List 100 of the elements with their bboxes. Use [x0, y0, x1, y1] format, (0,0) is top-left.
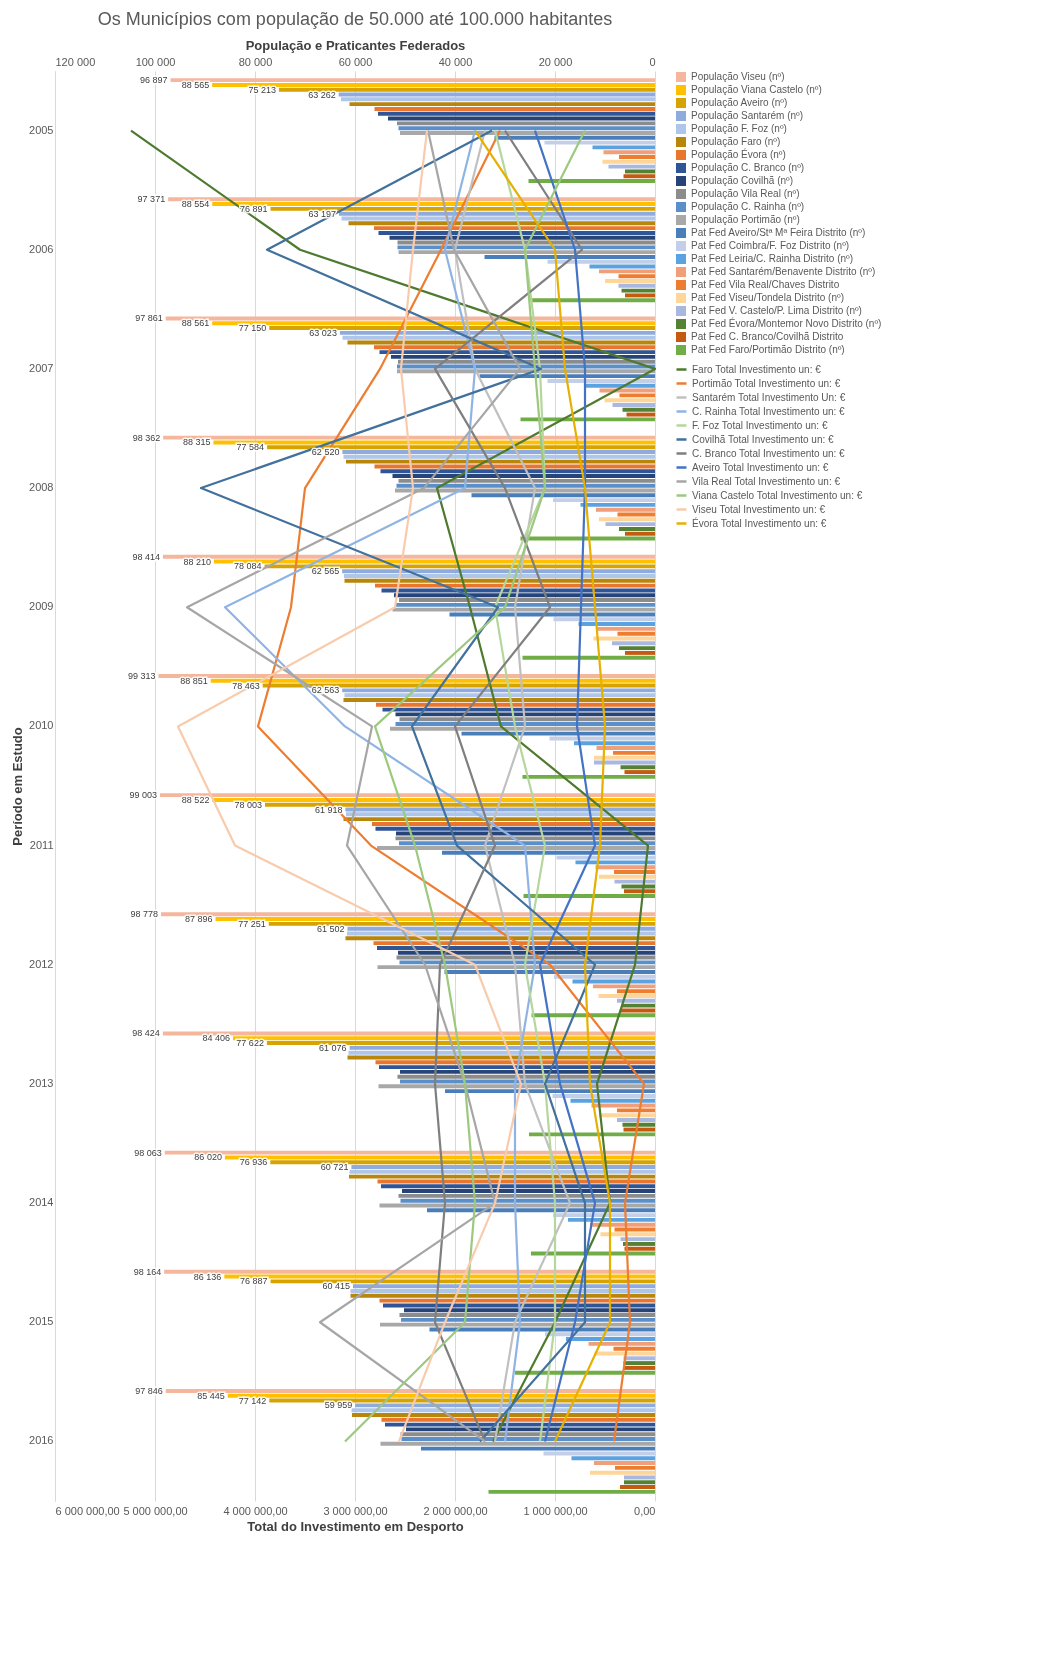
data-label: 62 565 [311, 566, 340, 577]
data-label: 77 142 [238, 1395, 267, 1406]
data-label: 61 076 [319, 1042, 347, 1053]
data-label: 77 584 [236, 442, 265, 453]
data-label: 97 371 [137, 194, 166, 205]
x2-tick-label: 40 000 [438, 55, 473, 68]
y-axis-title: Período em Estudo [10, 727, 26, 846]
data-label: 77 622 [236, 1038, 264, 1049]
y-tick-label: 2011 [29, 838, 54, 851]
data-label: 78 084 [234, 561, 262, 572]
data-label: 97 861 [135, 313, 163, 324]
data-label: 88 561 [181, 318, 210, 329]
y-tick-label: 2010 [29, 719, 54, 732]
data-label: 98 164 [133, 1266, 162, 1277]
data-label: 60 721 [320, 1162, 349, 1173]
data-label: 60 415 [322, 1281, 350, 1292]
data-label: 88 554 [181, 199, 210, 210]
x2-tick-label: 20 000 [538, 55, 573, 68]
data-label: 96 897 [139, 75, 168, 86]
legend-label: População Santarém (nº) [691, 110, 804, 121]
x-tick-label: 0,00 [634, 1504, 656, 1517]
legend-label: C. Rainha Total Investimento un: € [692, 405, 846, 417]
data-label: 85 445 [197, 1390, 225, 1401]
data-label: 99 313 [127, 670, 156, 681]
legend-label: População Vila Real (nº) [691, 188, 800, 199]
legend-label: População F. Foz (nº) [691, 123, 787, 134]
legend-label: Vila Real Total Investimento un: € [692, 475, 841, 487]
x-tick-label: 5 000 000,00 [123, 1504, 188, 1517]
data-label: 99 003 [129, 790, 157, 801]
data-label: 63 023 [309, 327, 337, 338]
legend-label: Pat Fed Faro/Portimão Distrito (nº) [691, 344, 845, 355]
legend-label: C. Branco Total Investimento un: € [692, 447, 846, 459]
data-label: 98 063 [134, 1147, 162, 1158]
x-tick-label: 4 000 000,00 [223, 1504, 288, 1517]
data-label: 78 463 [232, 680, 260, 691]
legend-label: Aveiro Total Investimento un: € [692, 461, 829, 473]
legend-label: Pat Fed C. Branco/Covilhã Distrito [691, 331, 844, 342]
legend-label: Pat Fed V. Castelo/P. Lima Distrito (nº) [691, 305, 862, 316]
legend-label: População Covilhã (nº) [691, 175, 794, 186]
x-tick-label: 2 000 000,00 [423, 1504, 488, 1517]
legend-label: Santarém Total Investimento Un: € [692, 391, 846, 403]
y-tick-label: 2012 [29, 957, 54, 970]
y-tick-label: 2005 [29, 123, 54, 136]
x2-tick-label: 60 000 [338, 55, 373, 68]
legend-label: População Viana Castelo (nº) [691, 84, 822, 95]
data-label: 86 020 [194, 1152, 222, 1163]
legend-label: Faro Total Investimento un: € [692, 363, 822, 375]
legend-label: Viana Castelo Total Investimento un: € [692, 489, 863, 501]
x2-tick-label: 0 [649, 55, 656, 68]
legend-label: Pat Fed Viseu/Tondela Distrito (nº) [691, 292, 844, 303]
y-tick-label: 2006 [29, 242, 54, 255]
data-label: 62 563 [311, 685, 340, 696]
data-label: 77 150 [238, 323, 267, 334]
y-tick-label: 2016 [29, 1434, 54, 1447]
y-tick-label: 2008 [29, 481, 54, 494]
legend-label: Pat Fed Vila Real/Chaves Distrito [691, 279, 840, 290]
data-label: 59 959 [324, 1400, 353, 1411]
data-label: 98 424 [132, 1028, 160, 1039]
data-label: 78 003 [234, 799, 262, 810]
data-label: 75 213 [248, 84, 276, 95]
chart-title: Os Municípios com população de 50.000 até 100.000 habitantes [97, 9, 613, 29]
data-label: 97 846 [135, 1385, 163, 1396]
data-label: 76 936 [239, 1157, 268, 1168]
data-label: 88 210 [183, 556, 211, 567]
data-label: 61 502 [316, 923, 345, 934]
legend-label: Pat Fed Santarém/Benavente Distrito (nº) [691, 266, 876, 277]
legend-label: Viseu Total Investimento un: € [692, 503, 826, 515]
legend-label: População Évora (nº) [691, 148, 786, 160]
legend-label: População Portimão (nº) [691, 214, 800, 225]
data-label: 77 251 [238, 918, 266, 929]
data-label: 88 851 [180, 675, 208, 686]
y-tick-label: 2007 [29, 361, 54, 374]
x2-tick-label: 100 000 [135, 55, 176, 68]
data-label: 88 522 [181, 794, 210, 805]
y-tick-label: 2009 [29, 600, 54, 613]
legend-label: População Aveiro (nº) [691, 97, 788, 108]
data-label: 87 896 [184, 914, 213, 925]
x-tick-label: 1 000 000,00 [523, 1504, 588, 1517]
data-label: 76 887 [240, 1276, 268, 1287]
legend-label: Pat Fed Évora/Montemor Novo Distrito (nº) [691, 317, 882, 329]
legend-label: População C. Branco (nº) [691, 162, 805, 173]
x-tick-label: 6 000 000,00 [55, 1504, 120, 1517]
data-label: 98 362 [132, 432, 161, 443]
legend-label: População C. Rainha (nº) [691, 201, 805, 212]
data-label: 84 406 [202, 1033, 230, 1044]
y-tick-label: 2014 [29, 1196, 54, 1209]
data-label: 98 778 [130, 909, 159, 920]
x2-axis-title: População e Praticantes Federados [245, 37, 466, 53]
x2-tick-label: 80 000 [238, 55, 273, 68]
data-label: 98 414 [132, 551, 160, 562]
legend-label: Pat Fed Coimbra/F. Foz Distrito (nº) [691, 240, 850, 251]
x2-tick-label: 120 000 [55, 55, 96, 68]
x-tick-label: 3 000 000,00 [323, 1504, 388, 1517]
x-axis-title: Total do Investimento em Desporto [247, 1518, 464, 1534]
legend-label: População Faro (nº) [691, 136, 781, 147]
legend-label: População Viseu (nº) [691, 71, 785, 82]
legend-label: Covilhã Total Investimento un: € [692, 433, 834, 445]
legend-label: Évora Total Investimento un: € [692, 516, 827, 529]
y-tick-label: 2015 [29, 1315, 54, 1328]
legend-label: Pat Fed Leiria/C. Rainha Distrito (nº) [691, 253, 854, 264]
